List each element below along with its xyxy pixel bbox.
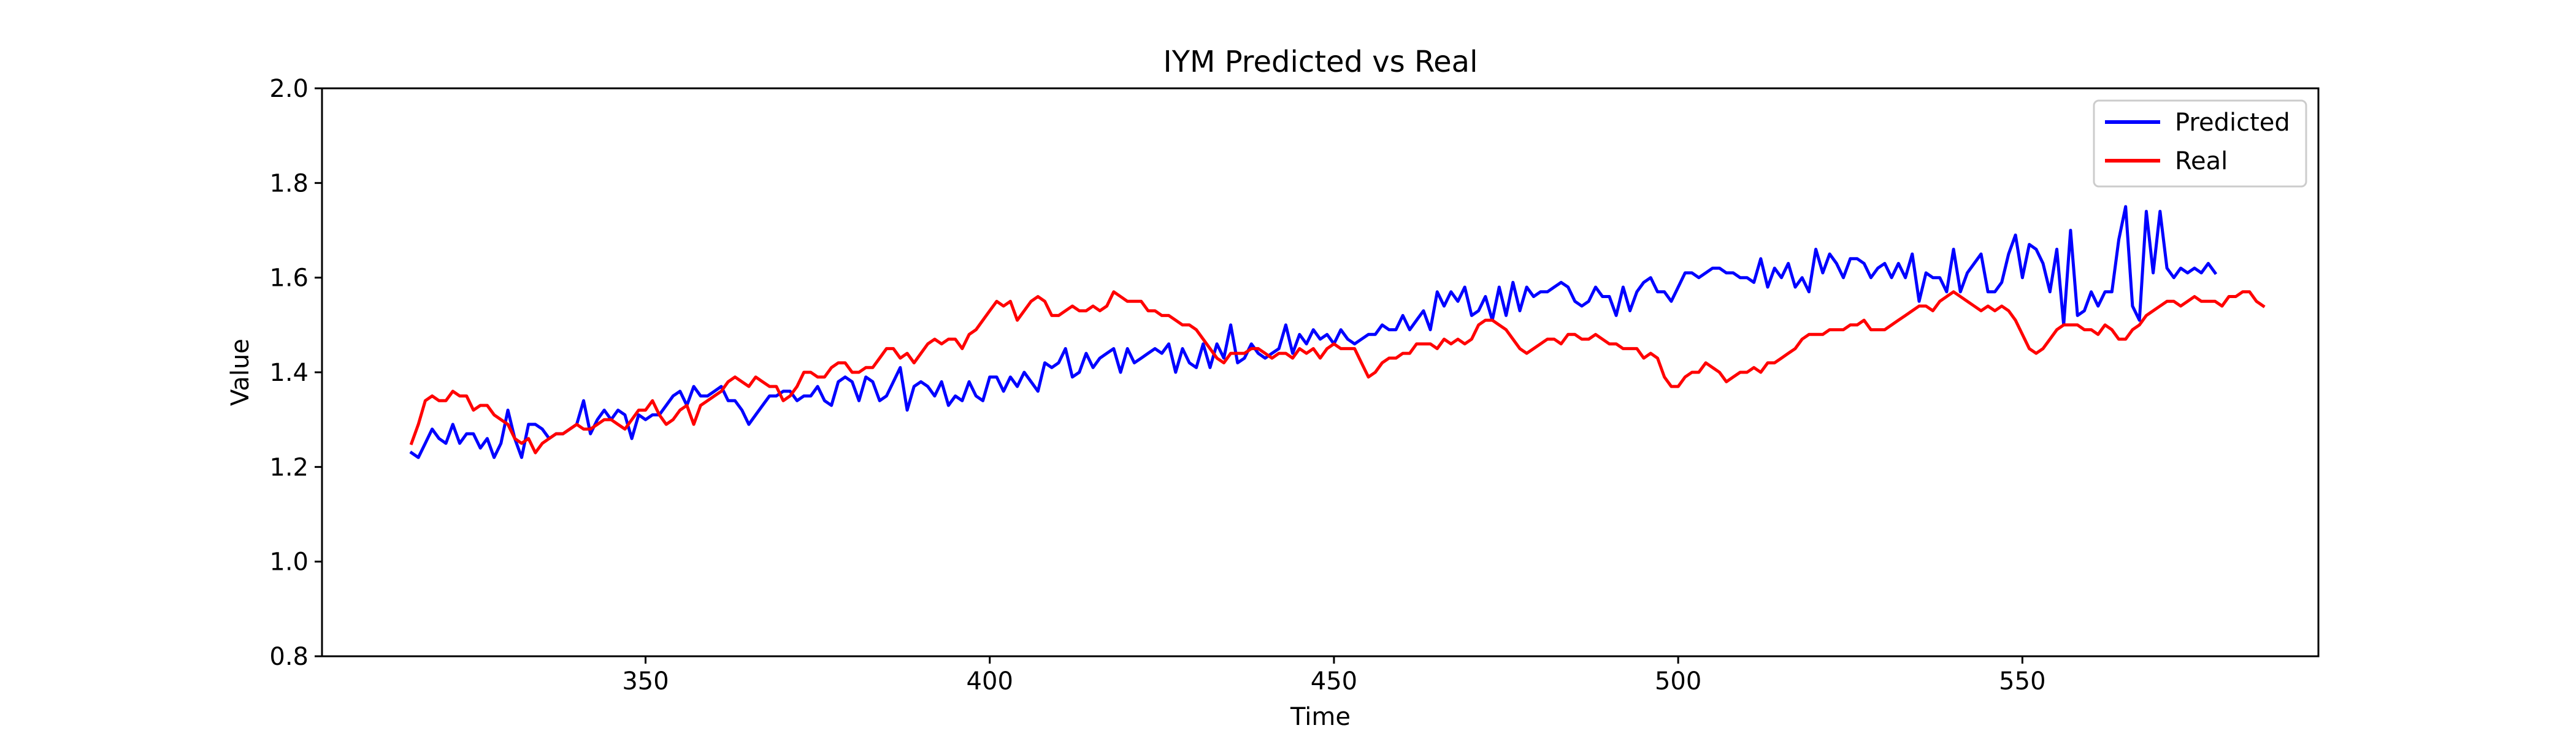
legend-label-predicted: Predicted: [2175, 109, 2290, 137]
series-line-real: [409, 290, 2266, 454]
y-tick-label: 1.0: [269, 548, 309, 577]
x-axis-label: Time: [1290, 703, 1351, 731]
x-tick-label: 350: [622, 667, 669, 696]
x-tick-label: 450: [1311, 667, 1357, 696]
ticks-layer: 350 400 450 500 550 0.8 1.0 1.2 1.4 1.6 1.8 2.0: [269, 75, 2045, 696]
series-line-predicted: [409, 205, 2218, 459]
plot-frame: [321, 87, 2320, 657]
legend: Predicted Real: [2093, 99, 2307, 188]
y-tick-label: 0.8: [269, 643, 309, 671]
legend-label-real: Real: [2175, 147, 2228, 175]
x-tick-label: 550: [1999, 667, 2045, 696]
y-tick-label: 1.6: [269, 264, 309, 293]
y-tick-label: 1.4: [269, 359, 309, 387]
x-tick-label: 400: [967, 667, 1013, 696]
y-tick-label: 2.0: [269, 75, 309, 103]
series-layer: [409, 205, 2266, 459]
chart-title: IYM Predicted vs Real: [1163, 45, 1478, 79]
y-axis-label: Value: [226, 339, 255, 406]
y-tick-label: 1.8: [269, 169, 309, 197]
y-tick-label: 1.2: [269, 453, 309, 481]
x-tick-label: 500: [1655, 667, 1701, 696]
